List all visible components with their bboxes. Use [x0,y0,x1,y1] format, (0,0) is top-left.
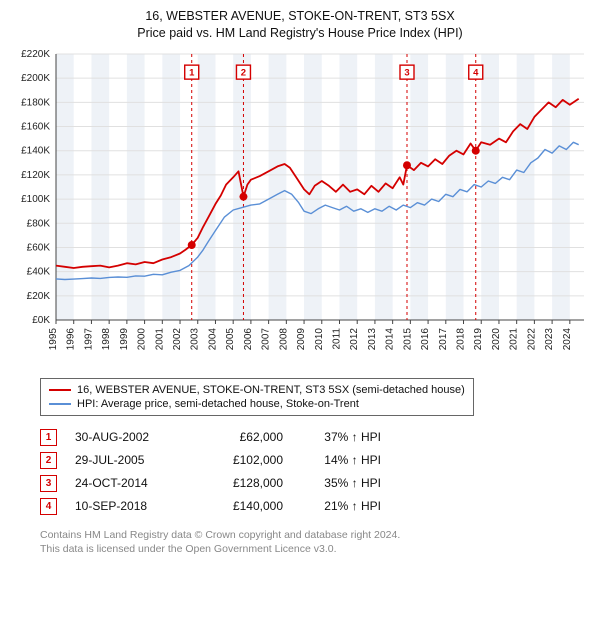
sale-date: 24-OCT-2014 [75,476,185,490]
svg-text:£100K: £100K [21,194,50,205]
footnote: Contains HM Land Registry data © Crown c… [40,528,578,556]
sale-marker-icon: 4 [40,498,57,515]
svg-text:£80K: £80K [27,218,51,229]
svg-text:£180K: £180K [21,97,50,108]
legend-swatch-icon [49,403,71,405]
sale-price: £128,000 [203,476,283,490]
sale-pct: 37% ↑ HPI [301,430,381,444]
svg-text:2012: 2012 [349,327,360,350]
svg-text:1996: 1996 [66,327,77,350]
svg-text:2021: 2021 [509,327,520,350]
sale-date: 10-SEP-2018 [75,499,185,513]
svg-text:2004: 2004 [207,327,218,350]
page-root: 16, WEBSTER AVENUE, STOKE-ON-TRENT, ST3 … [0,0,600,566]
legend-text: HPI: Average price, semi-detached house,… [77,398,359,410]
svg-text:2018: 2018 [456,327,467,350]
chart-svg: £0K £20K £40K £60K £80K £100K £120K £140K £160K £… [12,48,588,368]
svg-text:£220K: £220K [21,49,50,60]
svg-text:4: 4 [473,67,479,78]
svg-text:2017: 2017 [438,327,449,350]
footnote-line: Contains HM Land Registry data © Crown c… [40,528,578,542]
svg-text:2015: 2015 [402,327,413,350]
svg-text:2011: 2011 [331,327,342,349]
svg-text:1998: 1998 [101,327,112,350]
svg-text:2002: 2002 [172,327,183,350]
svg-text:£160K: £160K [21,121,50,132]
svg-text:2003: 2003 [190,327,201,350]
svg-text:2: 2 [241,67,246,78]
svg-text:£60K: £60K [27,242,51,253]
sale-pct: 35% ↑ HPI [301,476,381,490]
legend-row: HPI: Average price, semi-detached house,… [49,397,465,411]
sale-date: 30-AUG-2002 [75,430,185,444]
svg-text:2023: 2023 [544,327,555,350]
legend-swatch-icon [49,389,71,391]
svg-text:2020: 2020 [491,327,502,350]
legend: 16, WEBSTER AVENUE, STOKE-ON-TRENT, ST3 … [40,378,474,416]
table-row: 1 30-AUG-2002 £62,000 37% ↑ HPI [40,426,578,449]
svg-text:2019: 2019 [473,327,484,350]
sale-pct: 21% ↑ HPI [301,499,381,513]
svg-text:2009: 2009 [296,327,307,350]
svg-text:2008: 2008 [278,327,289,350]
chart-title-line2: Price paid vs. HM Land Registry's House … [12,25,588,42]
svg-text:1995: 1995 [48,327,59,350]
svg-text:2005: 2005 [225,327,236,350]
table-row: 2 29-JUL-2005 £102,000 14% ↑ HPI [40,449,578,472]
sale-marker-icon: 3 [40,475,57,492]
sale-marker-icon: 2 [40,452,57,469]
sale-pct: 14% ↑ HPI [301,453,381,467]
chart-title-line1: 16, WEBSTER AVENUE, STOKE-ON-TRENT, ST3 … [12,8,588,25]
sale-marker-icon: 1 [40,429,57,446]
footnote-line: This data is licensed under the Open Gov… [40,542,578,556]
legend-row: 16, WEBSTER AVENUE, STOKE-ON-TRENT, ST3 … [49,383,465,397]
svg-text:£140K: £140K [21,145,50,156]
sales-table: 1 30-AUG-2002 £62,000 37% ↑ HPI 2 29-JUL… [40,426,578,518]
svg-text:1997: 1997 [83,327,94,350]
svg-text:1: 1 [189,67,195,78]
table-row: 3 24-OCT-2014 £128,000 35% ↑ HPI [40,472,578,495]
svg-text:£200K: £200K [21,73,50,84]
svg-text:2000: 2000 [137,327,148,350]
svg-text:2010: 2010 [314,327,325,350]
sale-price: £62,000 [203,430,283,444]
sale-price: £102,000 [203,453,283,467]
svg-text:2016: 2016 [420,327,431,350]
svg-text:2014: 2014 [385,327,396,350]
svg-text:2024: 2024 [562,327,573,350]
svg-text:£0K: £0K [32,315,50,326]
svg-text:1999: 1999 [119,327,130,350]
chart-header: 16, WEBSTER AVENUE, STOKE-ON-TRENT, ST3 … [12,8,588,42]
svg-text:£120K: £120K [21,170,50,181]
chart-area: £0K £20K £40K £60K £80K £100K £120K £140K £160K £… [12,48,588,368]
svg-text:£40K: £40K [27,266,51,277]
table-row: 4 10-SEP-2018 £140,000 21% ↑ HPI [40,495,578,518]
svg-text:3: 3 [404,67,409,78]
svg-text:2013: 2013 [367,327,378,350]
sale-price: £140,000 [203,499,283,513]
svg-text:2007: 2007 [261,327,272,350]
svg-text:2022: 2022 [526,327,537,350]
legend-text: 16, WEBSTER AVENUE, STOKE-ON-TRENT, ST3 … [77,384,465,396]
svg-text:2001: 2001 [154,327,165,350]
sale-date: 29-JUL-2005 [75,453,185,467]
svg-text:£20K: £20K [27,291,51,302]
svg-text:2006: 2006 [243,327,254,350]
